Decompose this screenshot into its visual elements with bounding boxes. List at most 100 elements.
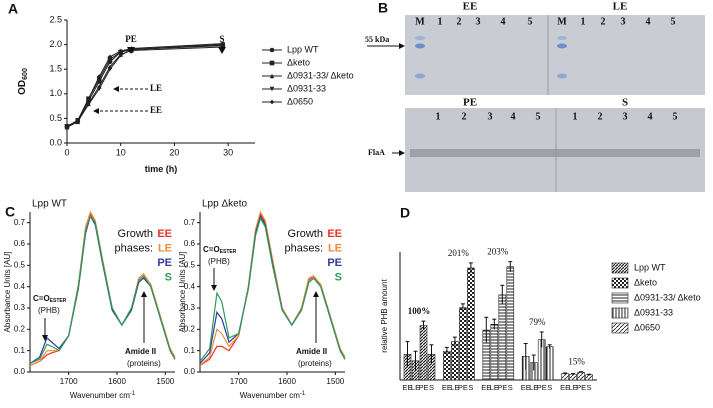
y-tick-label: 0.2 [184, 324, 196, 333]
lane-label: 3 [623, 111, 628, 122]
y-tick-label: 0.1 [14, 346, 26, 355]
series-line [199, 214, 346, 364]
lane-label: 1 [436, 111, 441, 122]
marker [269, 99, 275, 105]
x-tick-label: EE [560, 383, 570, 392]
legend-title: phases: [284, 242, 323, 254]
marker [86, 96, 91, 102]
y-axis-label-text: Absorbance Units [AU] [178, 252, 187, 333]
bar [490, 324, 499, 381]
x-axis-label-text: time (h) [145, 164, 178, 174]
x-tick-label: 1500 [326, 377, 344, 386]
lane-label: 1 [573, 111, 578, 122]
series-line [66, 45, 223, 127]
x-tick-label: S [508, 383, 513, 392]
legend-swatch [611, 292, 629, 304]
annotation-arrow [127, 47, 135, 54]
ladder-band [415, 73, 425, 79]
flaa-band [410, 149, 700, 157]
lane-label: 4 [648, 111, 653, 122]
annotation: (proteins) [127, 359, 161, 368]
lane-label: 2 [598, 111, 603, 122]
legend-label: Lpp WT [634, 262, 666, 272]
x-tick-label: S [429, 383, 434, 392]
bar [451, 341, 459, 381]
y-tick-label: 2.5 [49, 14, 62, 24]
annotation: LE [150, 83, 162, 93]
annotation: EE [150, 105, 162, 115]
x-axis-label-text: Wavenumber cm [70, 391, 131, 400]
series-line [66, 43, 223, 127]
y-axis-label: Absorbance Units [AU] [3, 252, 12, 333]
y-tick-label: 0.7 [184, 218, 196, 227]
marker [96, 76, 102, 82]
lane-label: 5 [536, 111, 541, 122]
series-line [29, 214, 176, 365]
marker [269, 60, 275, 66]
marker [220, 41, 226, 46]
marker [75, 118, 81, 124]
x-tick-label: LE [490, 383, 499, 392]
legend-label: Lpp WT [287, 44, 319, 54]
marker [118, 48, 124, 54]
annotation-arrow [218, 47, 226, 54]
series-line [66, 44, 223, 128]
y-tick-label: 0.6 [184, 239, 196, 248]
legend-label: PE [157, 257, 172, 269]
y-tick-label: 0.2 [14, 324, 26, 333]
bar [569, 373, 577, 381]
x-tick-label: PE [537, 383, 547, 392]
x-tick-label: EE [481, 383, 491, 392]
legend-title: Growth [288, 228, 323, 240]
x-tick-label: 1700 [230, 377, 248, 386]
y-tick-label: 0.0 [184, 367, 196, 376]
y-tick-label: 2.0 [49, 39, 62, 49]
x-tick-label: LE [450, 383, 459, 392]
marker [107, 54, 113, 60]
y-axis-label-sub: 600 [22, 68, 29, 80]
y-tick-label: 1.0 [49, 88, 62, 98]
annotation-sub: ESTER [220, 249, 237, 255]
x-tick-label: 1600 [108, 377, 126, 386]
lane-label: 5 [528, 16, 533, 27]
bar [585, 374, 593, 381]
legend-label: S [165, 271, 172, 283]
ladder-band [415, 43, 425, 49]
bar [467, 267, 475, 381]
y-axis-label-text: Absorbance Units [AU] [3, 252, 12, 333]
marker-label: 55 kDa [365, 35, 389, 44]
lane-label: 2 [462, 111, 467, 122]
x-axis-label: time (h) [145, 164, 178, 174]
x-tick-label: EE [402, 383, 412, 392]
lane-label: 5 [673, 111, 678, 122]
y-tick-label: 0.5 [184, 260, 196, 269]
bar [443, 350, 451, 381]
lane-label: 1 [438, 16, 443, 27]
x-tick-label: S [468, 383, 473, 392]
bar [577, 372, 585, 381]
chart-title: Lpp WT [32, 199, 67, 210]
marker [96, 74, 102, 79]
y-tick-label: 1.5 [49, 64, 62, 74]
bar [545, 346, 554, 381]
lane-label: 4 [646, 16, 651, 27]
marker [107, 57, 113, 62]
x-tick-label: S [587, 383, 592, 392]
annotation: C=OESTER [33, 294, 67, 304]
series-line [66, 44, 223, 128]
bar-group-label: 203% [487, 247, 509, 257]
x-tick-label: 20 [169, 147, 179, 157]
y-tick-label: 0.1 [184, 346, 196, 355]
panel-label: C [5, 204, 15, 220]
legend-swatch [611, 262, 629, 274]
legend-label: Δ0931-33/ Δketo [634, 292, 701, 302]
legend-label: EE [327, 228, 342, 240]
lane-label: 1 [581, 16, 586, 27]
series-line [199, 210, 346, 367]
lane-label: 4 [501, 16, 506, 27]
legend-label: Δ0650 [634, 322, 660, 332]
ladder-band [557, 43, 567, 49]
x-tick-label: PE [576, 383, 586, 392]
annotation-text: C=O [33, 294, 50, 303]
